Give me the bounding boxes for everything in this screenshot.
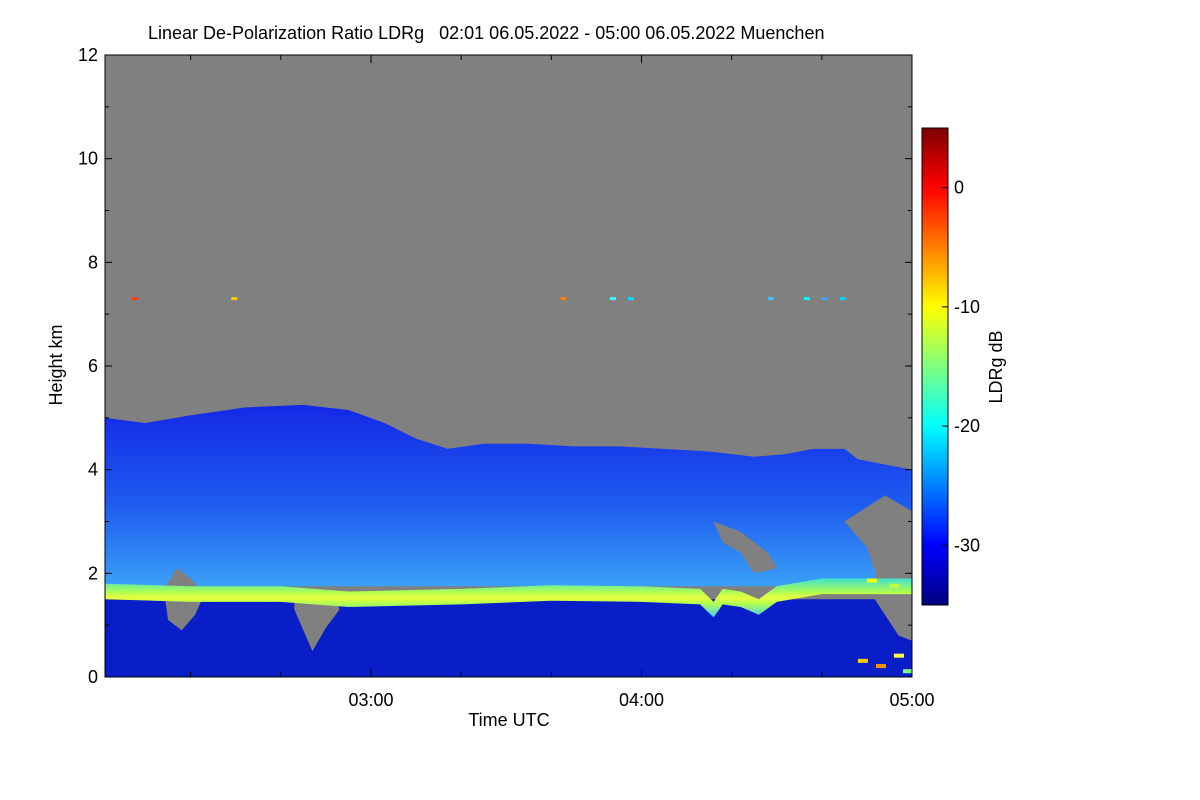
y-tick-label: 6 xyxy=(88,356,98,376)
speckle xyxy=(132,297,139,301)
speckle xyxy=(609,297,616,301)
gap-right xyxy=(844,495,912,641)
speckle xyxy=(902,669,912,674)
aerosol-layer xyxy=(105,404,912,587)
x-axis: 03:00 04:00 05:00 xyxy=(190,55,935,710)
speckle xyxy=(821,297,828,301)
y-tick-label: 2 xyxy=(88,563,98,583)
speckle xyxy=(803,297,810,301)
colorbar-tick-label: 0 xyxy=(954,178,964,198)
speckle xyxy=(893,653,904,658)
gap-right-upper xyxy=(713,521,777,574)
colorbar xyxy=(921,127,949,606)
y-tick-label: 8 xyxy=(88,252,98,272)
y-tick-label: 10 xyxy=(78,149,98,169)
speckle xyxy=(866,578,877,583)
y-tick-label: 12 xyxy=(78,45,98,65)
x-axis-label: Time UTC xyxy=(468,710,549,730)
speckle xyxy=(875,664,886,669)
x-tick-label: 04:00 xyxy=(619,690,664,710)
y-axis-label: Height km xyxy=(46,324,66,405)
y-tick-label: 4 xyxy=(88,460,98,480)
y-tick-label: 0 xyxy=(88,667,98,687)
speckle xyxy=(767,297,774,301)
chart-title: Linear De-Polarization Ratio LDRg 02:01 … xyxy=(148,23,824,43)
plot-area xyxy=(105,55,912,677)
speckle xyxy=(857,658,868,663)
speckle xyxy=(560,297,567,301)
colorbar-ticks: 0 -10 -20 -30 xyxy=(942,178,980,555)
colorbar-label: LDRg dB xyxy=(986,330,1006,403)
x-tick-label: 03:00 xyxy=(348,690,393,710)
speckle xyxy=(839,297,846,301)
colorbar-tick-label: -10 xyxy=(954,297,980,317)
speckle xyxy=(889,583,900,588)
y-axis: 0 2 4 6 8 10 12 xyxy=(78,45,912,687)
colorbar-tick-label: -30 xyxy=(954,535,980,555)
speckle xyxy=(627,297,634,301)
x-tick-label: 05:00 xyxy=(889,690,934,710)
lower-layer xyxy=(105,599,912,677)
boundary-layer-band xyxy=(105,578,912,618)
colorbar-tick-label: -20 xyxy=(954,416,980,436)
speckle xyxy=(231,297,238,301)
